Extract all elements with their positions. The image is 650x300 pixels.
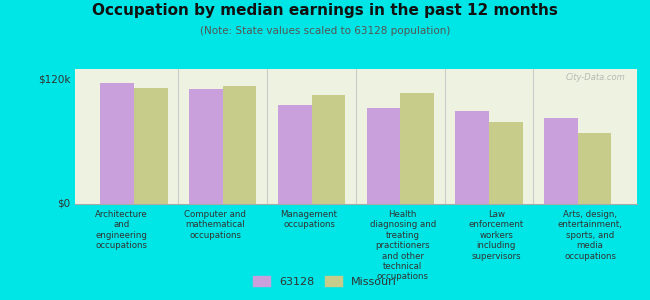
Bar bbox=[189, 89, 223, 204]
Bar bbox=[134, 88, 168, 204]
Bar bbox=[489, 122, 523, 204]
Text: Architecture
and
engineering
occupations: Architecture and engineering occupations bbox=[96, 210, 148, 250]
Bar bbox=[223, 85, 257, 204]
Bar bbox=[278, 105, 311, 204]
Text: Health
diagnosing and
treating
practitioners
and other
technical
occupations: Health diagnosing and treating practitio… bbox=[370, 210, 436, 281]
Bar bbox=[578, 134, 612, 204]
Bar bbox=[100, 82, 134, 204]
Legend: 63128, Missouri: 63128, Missouri bbox=[249, 272, 401, 291]
Text: Management
occupations: Management occupations bbox=[281, 210, 337, 230]
Bar bbox=[455, 110, 489, 204]
Bar bbox=[544, 118, 578, 204]
Bar bbox=[367, 109, 400, 204]
Text: (Note: State values scaled to 63128 population): (Note: State values scaled to 63128 popu… bbox=[200, 26, 450, 35]
Bar bbox=[400, 93, 434, 204]
Text: Computer and
mathematical
occupations: Computer and mathematical occupations bbox=[185, 210, 246, 240]
Bar bbox=[311, 95, 345, 204]
Text: City-Data.com: City-Data.com bbox=[566, 73, 626, 82]
Text: $0: $0 bbox=[57, 199, 70, 209]
Text: $120k: $120k bbox=[38, 74, 70, 84]
Text: Occupation by median earnings in the past 12 months: Occupation by median earnings in the pas… bbox=[92, 3, 558, 18]
Text: Law
enforcement
workers
including
supervisors: Law enforcement workers including superv… bbox=[469, 210, 524, 261]
Text: Arts, design,
entertainment,
sports, and
media
occupations: Arts, design, entertainment, sports, and… bbox=[558, 210, 623, 261]
